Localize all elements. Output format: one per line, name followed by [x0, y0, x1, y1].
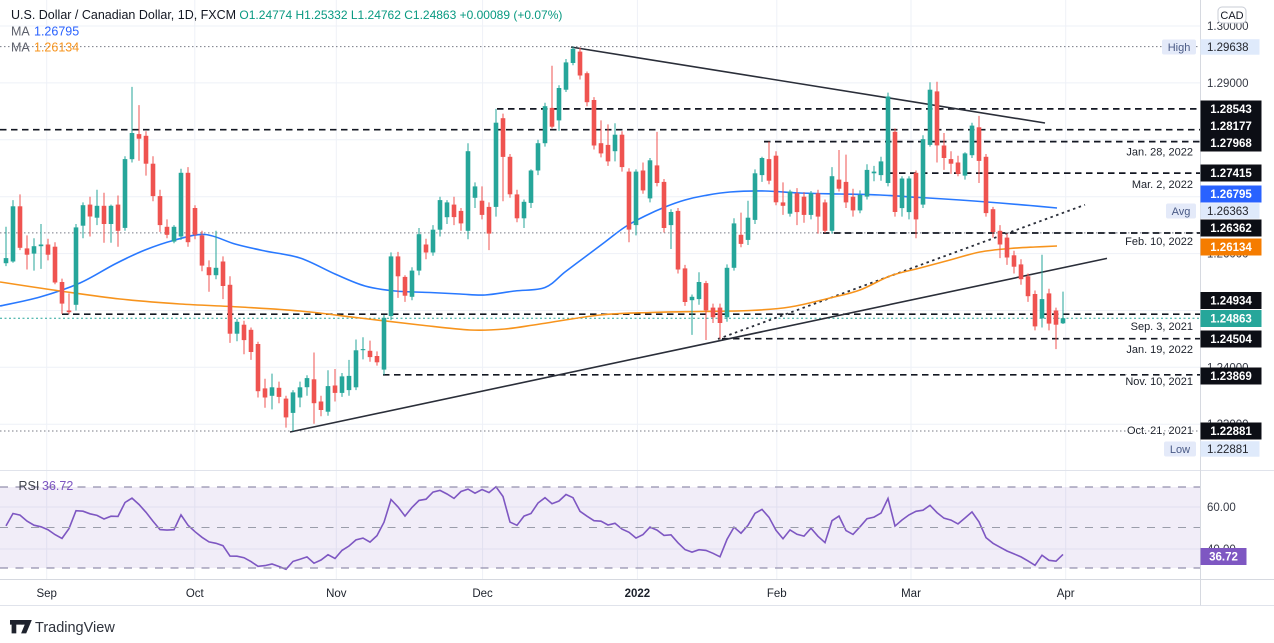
svg-text:1.26134: 1.26134: [1210, 242, 1252, 254]
svg-text:1.28543: 1.28543: [1210, 104, 1252, 116]
svg-text:1.27968: 1.27968: [1210, 138, 1252, 150]
svg-text:Avg: Avg: [1172, 206, 1191, 218]
svg-text:Nov: Nov: [326, 588, 347, 600]
svg-text:1.27415: 1.27415: [1210, 168, 1252, 180]
svg-text:1.22881: 1.22881: [1207, 444, 1249, 456]
svg-text:1.30000: 1.30000: [1207, 21, 1249, 33]
svg-text:1.23869: 1.23869: [1210, 371, 1252, 383]
svg-text:1.26362: 1.26362: [1210, 223, 1252, 235]
svg-text:Feb. 10, 2022: Feb. 10, 2022: [1125, 236, 1193, 248]
svg-text:Sep: Sep: [36, 588, 56, 600]
svg-text:Jan. 19, 2022: Jan. 19, 2022: [1126, 344, 1193, 356]
svg-text:2022: 2022: [625, 588, 651, 600]
svg-text:Oct. 21, 2021: Oct. 21, 2021: [1127, 425, 1193, 437]
svg-text:60.00: 60.00: [1207, 502, 1236, 514]
svg-text:1.24934: 1.24934: [1210, 296, 1252, 308]
svg-text:Apr: Apr: [1057, 588, 1075, 600]
svg-text:MA 1.26134: MA 1.26134: [11, 41, 79, 55]
svg-text:U.S. Dollar / Canadian Dollar,: U.S. Dollar / Canadian Dollar, 1D, FXCM …: [11, 8, 562, 22]
svg-text:Feb: Feb: [767, 588, 787, 600]
svg-text:1.28177: 1.28177: [1210, 121, 1252, 133]
svg-text:Nov. 10, 2021: Nov. 10, 2021: [1125, 376, 1193, 388]
svg-text:1.22881: 1.22881: [1210, 426, 1252, 438]
svg-text:1.24863: 1.24863: [1210, 314, 1252, 326]
svg-text:1.29638: 1.29638: [1207, 42, 1249, 54]
svg-text:Mar. 2, 2022: Mar. 2, 2022: [1132, 179, 1193, 191]
svg-text:Jan. 28, 2022: Jan. 28, 2022: [1126, 146, 1193, 158]
svg-text:1.26363: 1.26363: [1207, 206, 1249, 218]
svg-text:RSI 36.72: RSI 36.72: [19, 479, 74, 493]
svg-text:CAD: CAD: [1220, 10, 1243, 22]
svg-text:1.24504: 1.24504: [1210, 334, 1252, 346]
svg-text:Oct: Oct: [186, 588, 205, 600]
svg-text:TradingView: TradingView: [35, 620, 115, 636]
svg-text:Sep. 3, 2021: Sep. 3, 2021: [1131, 321, 1193, 333]
svg-text:36.72: 36.72: [1209, 552, 1238, 564]
svg-text:1.26795: 1.26795: [1210, 189, 1252, 201]
svg-text:Dec: Dec: [472, 588, 493, 600]
svg-text:1.29000: 1.29000: [1207, 78, 1249, 90]
svg-text:MA 1.26795: MA 1.26795: [11, 25, 79, 39]
svg-text:Mar: Mar: [901, 588, 921, 600]
svg-text:Low: Low: [1170, 444, 1190, 456]
svg-text:High: High: [1168, 42, 1191, 54]
